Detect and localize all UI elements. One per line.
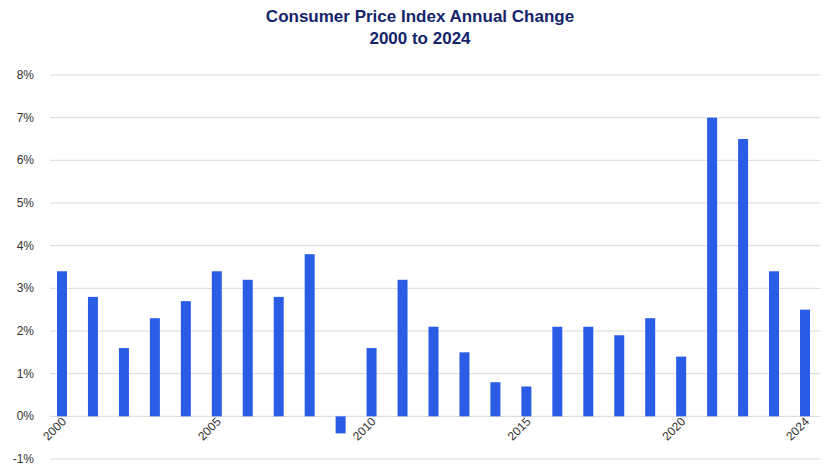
y-tick-label: 5%: [17, 196, 35, 210]
x-tick-label: 2000: [40, 414, 69, 443]
y-tick-label: 6%: [17, 153, 35, 167]
y-tick-label: 2%: [17, 324, 35, 338]
grid: [50, 75, 820, 459]
bar: [490, 382, 500, 416]
bar: [738, 139, 748, 416]
chart-title: Consumer Price Index Annual Change: [266, 7, 574, 26]
bar: [57, 271, 67, 416]
x-tick-label: 2020: [660, 414, 689, 443]
bar: [459, 352, 469, 416]
bar: [583, 327, 593, 417]
x-tick-label: 2010: [350, 414, 379, 443]
bar: [707, 118, 717, 417]
x-tick-label: 2005: [195, 414, 224, 443]
grid-line: [50, 203, 820, 204]
bar: [274, 297, 284, 416]
chart-subtitle: 2000 to 2024: [369, 29, 471, 48]
bar: [676, 357, 686, 417]
grid-line: [50, 288, 820, 289]
y-tick-label: 0%: [17, 409, 35, 423]
y-tick-label: -1%: [13, 452, 35, 466]
bar: [769, 271, 779, 416]
bar: [150, 318, 160, 416]
bar: [336, 416, 346, 433]
bar: [645, 318, 655, 416]
bar: [181, 301, 191, 416]
chart-svg: Consumer Price Index Annual Change 2000 t…: [0, 0, 840, 472]
bar: [243, 280, 253, 417]
bar: [88, 297, 98, 416]
bar: [614, 335, 624, 416]
bar: [398, 280, 408, 417]
grid-line: [50, 245, 820, 246]
grid-line: [50, 160, 820, 161]
bar: [800, 310, 810, 417]
grid-line: [50, 75, 820, 76]
y-tick-label: 3%: [17, 281, 35, 295]
y-tick-label: 7%: [17, 111, 35, 125]
x-tick-label: 2024: [783, 414, 812, 443]
y-tick-label: 1%: [17, 367, 35, 381]
y-tick-label: 4%: [17, 239, 35, 253]
grid-line: [50, 117, 820, 118]
y-tick-label: 8%: [17, 68, 35, 82]
bar: [119, 348, 129, 416]
bar: [305, 254, 315, 416]
bar: [521, 386, 531, 416]
grid-line: [50, 459, 820, 460]
chart-container: Consumer Price Index Annual Change 2000 t…: [0, 0, 840, 472]
x-tick-label: 2015: [505, 414, 534, 443]
bar: [429, 327, 439, 417]
bars: [57, 118, 810, 434]
bar: [212, 271, 222, 416]
bar: [552, 327, 562, 417]
bar: [367, 348, 377, 416]
